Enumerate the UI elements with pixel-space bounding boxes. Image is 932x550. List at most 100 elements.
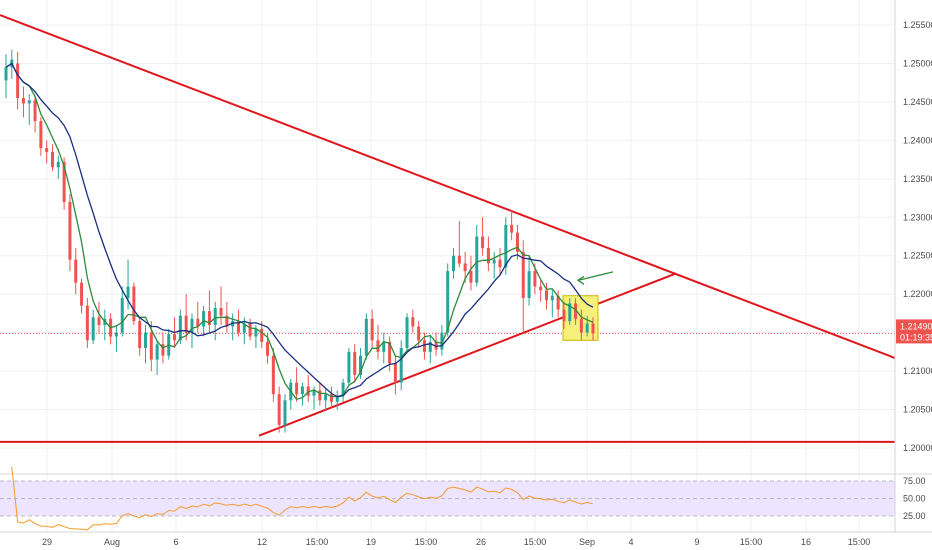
candle-body — [359, 355, 363, 375]
candle-body — [225, 315, 229, 327]
candle-body — [422, 340, 426, 352]
time-axis[interactable]: 29 Aug 6 12 15:00 19 15:00 26 15:00 Sep 4 9 15:00 16 1… — [0, 531, 932, 547]
y-tick-label: 1.22500 — [903, 251, 932, 261]
sma-slow-line — [5, 62, 594, 398]
candle-body — [527, 271, 531, 299]
rsi-line — [11, 466, 594, 531]
y-tick-label: 1.21000 — [903, 366, 932, 376]
candle-body — [411, 317, 415, 327]
candle-body — [335, 395, 339, 402]
candle-body — [91, 317, 95, 341]
moving-averages — [5, 62, 594, 400]
annotations — [576, 271, 614, 285]
candle-body — [486, 248, 490, 264]
candle-body — [45, 148, 49, 152]
candle-body — [475, 236, 479, 283]
x-tick-label: 15:00 — [306, 537, 329, 547]
candle-body — [202, 311, 206, 327]
y-tick-label: 1.24500 — [903, 97, 932, 107]
arrow-head — [576, 275, 585, 285]
candle-body — [376, 340, 380, 352]
candle-body — [33, 100, 37, 122]
current-price-tag — [896, 319, 932, 344]
candle-body — [196, 318, 200, 327]
x-tick-label: 15:00 — [415, 537, 438, 547]
candle-body — [591, 323, 595, 334]
candle-body — [173, 334, 177, 341]
candle-body — [515, 232, 519, 252]
trendlines — [0, 14, 896, 443]
x-tick-label: 26 — [476, 537, 486, 547]
candle-body — [521, 251, 525, 299]
candle-body — [242, 323, 246, 333]
candle-body — [393, 363, 397, 383]
candle-body — [498, 259, 502, 268]
y-tick-label: 1.25000 — [903, 58, 932, 68]
candle-body — [161, 344, 165, 356]
rsi-level-label: 25.00 — [903, 511, 926, 521]
x-tick-label: Sep — [579, 537, 595, 547]
y-tick-label: 1.23000 — [903, 212, 932, 222]
candle-body — [574, 303, 578, 319]
candle-body — [62, 161, 66, 202]
y-tick-label: 1.20500 — [903, 405, 932, 415]
candle-body — [132, 286, 136, 322]
candle-body — [533, 271, 537, 287]
candle-body — [254, 328, 258, 337]
candle-body — [312, 390, 316, 396]
x-tick-label: 29 — [42, 537, 52, 547]
rsi-pane: 75.00 50.00 25.00 — [0, 466, 926, 531]
candle-body — [178, 315, 182, 341]
candle-body — [80, 282, 84, 306]
candle-body — [568, 303, 572, 322]
candle-body — [248, 323, 252, 337]
arrow-shaft — [577, 271, 614, 281]
candle-body — [579, 318, 583, 333]
candle-body — [556, 295, 560, 310]
candle-body — [97, 317, 101, 325]
candle-body — [382, 341, 386, 352]
candlestick-series — [4, 49, 595, 433]
candle-body — [295, 382, 299, 395]
candle-body — [85, 305, 89, 341]
candle-body — [463, 263, 467, 272]
candle-body — [550, 295, 554, 301]
candle-body — [184, 315, 188, 333]
candle-body — [277, 394, 281, 425]
x-tick-label: 15:00 — [848, 537, 871, 547]
candle-body — [126, 286, 130, 299]
candle-body — [50, 151, 54, 168]
candle-body — [120, 298, 124, 333]
x-tick-label: 19 — [366, 537, 376, 547]
x-tick-label: 15:00 — [524, 537, 547, 547]
candle-body — [504, 224, 508, 268]
candle-body — [388, 341, 392, 364]
candle-body — [370, 318, 374, 341]
candle-body — [16, 63, 20, 99]
countdown-label: 01:19:35 — [900, 332, 932, 342]
candle-body — [231, 321, 235, 327]
candle-body — [74, 259, 78, 283]
y-tick-label: 1.20000 — [903, 443, 932, 453]
candle-body — [138, 321, 142, 349]
x-tick-label: 6 — [173, 537, 178, 547]
candle-body — [469, 271, 473, 283]
candle-body — [481, 236, 485, 249]
candle-body — [283, 400, 287, 425]
y-tick-label: 1.25500 — [903, 20, 932, 30]
candle-body — [149, 332, 153, 360]
descending-trendline — [0, 14, 896, 359]
candle-body — [207, 311, 211, 325]
y-tick-label: 1.24000 — [903, 135, 932, 145]
y-tick-label: 1.22000 — [903, 289, 932, 299]
candle-body — [21, 98, 25, 104]
candle-body — [190, 318, 194, 333]
candle-body — [4, 67, 8, 81]
candle-body — [545, 290, 549, 301]
candle-body — [539, 286, 543, 291]
price-axis[interactable]: 1.25500 1.25000 1.24500 1.24000 1.23500 1.230… — [894, 0, 932, 532]
candle-body — [353, 351, 357, 375]
x-tick-label: 16 — [801, 537, 811, 547]
x-tick-label: 15:00 — [740, 537, 763, 547]
